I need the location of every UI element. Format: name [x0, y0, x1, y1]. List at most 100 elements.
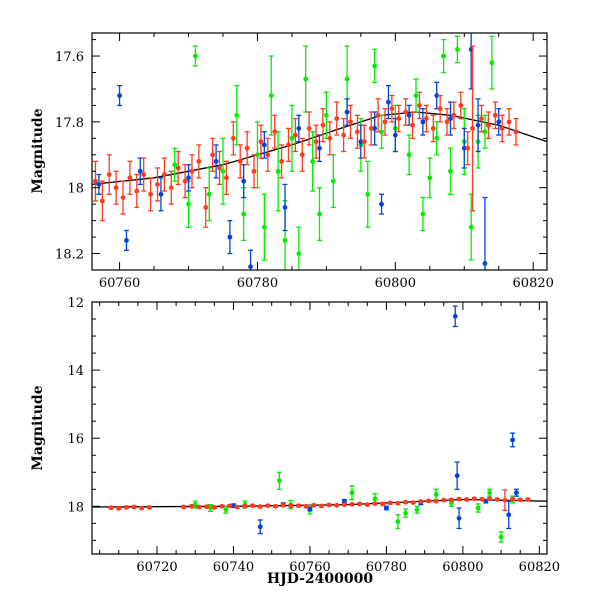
data-point: [231, 503, 236, 509]
data-point: [206, 191, 212, 197]
data-point: [261, 224, 267, 230]
data-point: [499, 126, 505, 131]
x-tick-label: 60720: [136, 560, 177, 575]
data-point: [258, 139, 264, 145]
bottom-axes: 60720 60740 60760 60780 60800 60820 12 14 16 18: [67, 296, 560, 575]
data-point: [487, 496, 493, 502]
data-point: [492, 112, 498, 118]
data-point: [289, 135, 295, 141]
data-point: [268, 93, 274, 98]
data-point: [282, 237, 288, 243]
data-point: [456, 515, 462, 521]
bottom-plot-data: [92, 305, 547, 543]
data-point: [458, 103, 464, 108]
data-point: [108, 505, 114, 511]
data-point: [189, 168, 195, 174]
data-point: [139, 505, 145, 511]
data-point: [158, 191, 164, 197]
x-tick-label: 60780: [237, 276, 278, 291]
data-point: [482, 261, 488, 266]
series-3: [108, 489, 531, 512]
data-point: [241, 178, 247, 184]
data-point: [168, 185, 174, 191]
data-point: [430, 126, 436, 131]
data-point: [265, 503, 271, 509]
data-point: [506, 512, 512, 518]
data-point: [211, 504, 217, 510]
data-point: [479, 496, 485, 502]
data-point: [237, 158, 243, 164]
top-y-axis-label: Magnitude: [30, 108, 46, 193]
data-point: [313, 139, 319, 145]
data-point: [334, 502, 340, 508]
data-point: [319, 503, 324, 509]
data-point: [99, 198, 105, 204]
data-point: [117, 93, 122, 98]
data-point: [124, 504, 129, 510]
y-tick-label: 18: [67, 182, 84, 197]
data-point: [276, 478, 282, 484]
y-tick-label: 18.2: [55, 248, 84, 263]
data-point: [182, 178, 188, 184]
data-point: [242, 503, 248, 509]
data-point: [248, 264, 253, 270]
data-point: [296, 126, 302, 131]
data-point: [296, 251, 302, 256]
data-point: [220, 168, 226, 174]
data-point: [134, 188, 140, 194]
data-point: [255, 152, 260, 158]
data-point: [510, 437, 515, 443]
data-point: [273, 503, 278, 509]
data-point: [372, 501, 378, 506]
y-tick-label: 17.6: [55, 50, 84, 65]
data-point: [517, 497, 523, 503]
data-point: [389, 106, 395, 112]
data-point: [124, 237, 129, 243]
data-point: [303, 503, 309, 509]
data-point: [413, 93, 419, 98]
data-point: [489, 60, 495, 66]
data-point: [395, 500, 401, 506]
x-tick-label: 60800: [375, 276, 416, 291]
data-point: [410, 122, 415, 128]
data-point: [131, 504, 137, 510]
data-point: [219, 503, 225, 509]
data-point: [465, 145, 471, 151]
series-1: [172, 35, 495, 270]
data-point: [181, 504, 187, 510]
data-point: [261, 142, 267, 148]
data-point: [423, 116, 429, 121]
data-point: [113, 185, 119, 191]
data-point: [433, 492, 439, 497]
data-point: [448, 116, 453, 121]
data-point: [496, 119, 502, 125]
data-point: [120, 195, 126, 200]
data-point: [230, 135, 236, 141]
data-point: [379, 201, 384, 207]
data-point: [361, 139, 367, 145]
data-point: [382, 119, 388, 125]
data-point: [506, 119, 512, 125]
data-point: [241, 211, 247, 217]
y-tick-label: 12: [67, 296, 84, 311]
data-point: [406, 112, 412, 118]
data-point: [265, 152, 271, 158]
data-point: [299, 152, 305, 158]
data-point: [146, 504, 152, 510]
data-point: [358, 139, 364, 145]
data-point: [380, 501, 385, 507]
data-point: [498, 534, 504, 540]
data-point: [204, 504, 210, 510]
data-point: [441, 53, 446, 59]
data-point: [234, 112, 240, 118]
data-point: [307, 506, 313, 512]
data-point: [234, 504, 240, 510]
data-point: [116, 505, 122, 511]
data-point: [514, 490, 519, 496]
top-plot-frame: [91, 32, 548, 271]
data-point: [288, 503, 294, 509]
top-axes: 60760 60780 60800 60820 17.6 17.8 18 18.2: [55, 33, 554, 291]
series-1: [192, 471, 516, 543]
data-point: [451, 112, 457, 118]
